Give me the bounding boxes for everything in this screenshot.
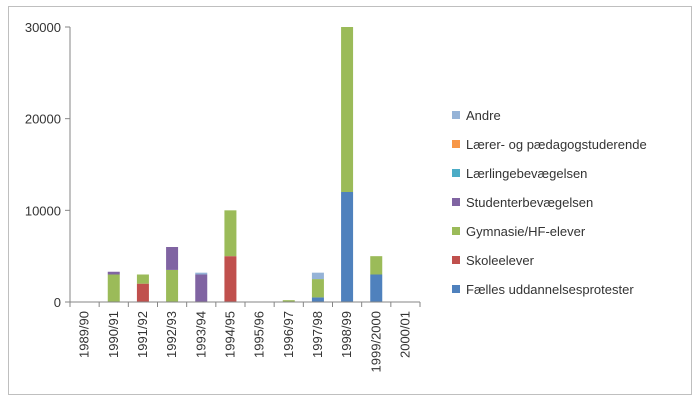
bar-segment	[341, 27, 354, 192]
x-tick-label: 1990/91	[106, 311, 121, 358]
bar-segment	[166, 269, 179, 302]
legend-swatch	[452, 285, 460, 293]
legend-swatch	[452, 111, 460, 119]
bar-segment	[311, 279, 324, 298]
x-tick-label: 1995/96	[252, 311, 267, 358]
bar-segment	[224, 256, 237, 302]
x-tick-label: 1997/98	[310, 311, 325, 358]
x-tick-label: 1996/97	[281, 311, 296, 358]
legend-label: Skoleelever	[466, 253, 535, 268]
legend-label: Fælles uddannelsesprotester	[466, 282, 634, 297]
x-tick-label: 1999/2000	[368, 311, 383, 372]
y-ticks-group: 0 10000 20000 30000	[25, 20, 70, 310]
legend-swatch	[452, 198, 460, 206]
legend-swatch	[452, 227, 460, 235]
x-tick-label: 1994/95	[222, 311, 237, 358]
y-tick-label: 20000	[25, 112, 61, 127]
legend-swatch	[452, 169, 460, 177]
legend-label: Gymnasie/HF-elever	[466, 224, 586, 239]
x-tick-label: 1991/92	[135, 311, 150, 358]
bar-segment	[166, 247, 179, 270]
bar-segment	[311, 297, 324, 302]
bar-segment	[370, 256, 383, 275]
x-tick-label: 2000/01	[397, 311, 412, 358]
legend-swatch	[452, 140, 460, 148]
bar-segment	[136, 283, 149, 302]
y-tick-label: 0	[54, 295, 61, 310]
x-tick-label: 1993/94	[193, 311, 208, 358]
bar-segment	[282, 300, 295, 302]
x-tick-label: 1992/93	[164, 311, 179, 358]
legend: Andre Lærer- og pædagogstuderende Lærlinge…	[452, 108, 647, 297]
x-tick-label: 1989/90	[77, 311, 92, 358]
legend-label: Studenterbevægelsen	[466, 195, 593, 210]
bar-segment	[311, 272, 324, 280]
x-tick-label: 1998/99	[339, 311, 354, 358]
legend-label: Lærer- og pædagogstuderende	[466, 137, 647, 152]
legend-swatch	[452, 256, 460, 264]
bars-group	[107, 27, 383, 302]
bar-segment	[370, 274, 383, 302]
bar-segment	[195, 274, 208, 302]
y-tick-label: 10000	[25, 203, 61, 218]
bar-segment	[341, 192, 354, 302]
legend-label: Andre	[466, 108, 501, 123]
bar-segment	[195, 272, 208, 275]
bar-segment	[136, 274, 149, 284]
x-ticks-group: 1989/90 1990/91 1991/92 1992/93 1993/94 1994/…	[69, 302, 421, 372]
bar-segment	[107, 271, 120, 275]
y-tick-label: 30000	[25, 20, 61, 35]
bar-segment	[107, 274, 120, 302]
legend-label: Lærlingebevægelsen	[466, 166, 587, 181]
bar-segment	[224, 210, 237, 257]
